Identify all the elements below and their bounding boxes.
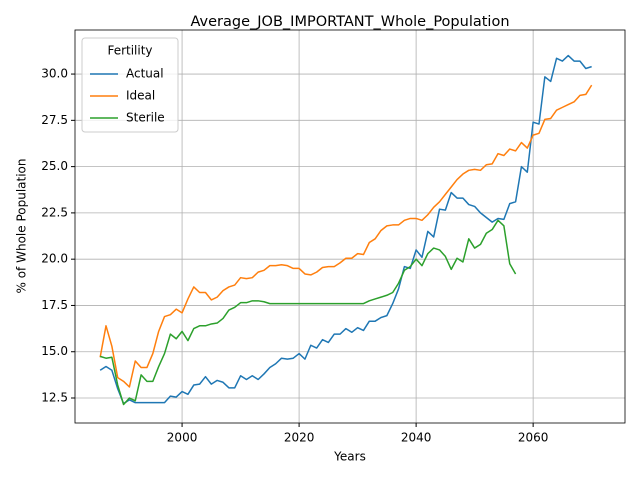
x-tick-label: 2000	[167, 431, 198, 445]
y-tick-label: 17.5	[41, 298, 68, 312]
y-tick-label: 20.0	[41, 252, 68, 266]
x-axis-label: Years	[333, 450, 366, 464]
legend-box	[81, 37, 179, 133]
y-tick-label: 27.5	[41, 113, 68, 127]
legend-title: Fertility	[107, 44, 152, 58]
series-line	[99, 84, 593, 388]
legend-label: Sterile	[126, 111, 165, 125]
y-tick-label: 22.5	[41, 205, 68, 219]
series-line	[99, 54, 592, 405]
y-axis-label: % of Whole Population	[15, 159, 29, 294]
x-tick-label: 2040	[401, 431, 432, 445]
series-line	[99, 219, 517, 406]
y-tick-label: 12.5	[41, 391, 68, 405]
x-tick-label: 2060	[518, 431, 549, 445]
chart-title: Average_JOB_IMPORTANT_Whole_Population	[190, 14, 509, 30]
x-tick-label: 2020	[284, 431, 315, 445]
y-tick-label: 30.0	[41, 67, 68, 81]
axes-frame	[74, 29, 626, 424]
legend-label: Ideal	[126, 89, 155, 103]
y-tick-label: 15.0	[41, 344, 68, 358]
y-tick-label: 25.0	[41, 159, 68, 173]
legend-label: Actual	[126, 67, 164, 81]
